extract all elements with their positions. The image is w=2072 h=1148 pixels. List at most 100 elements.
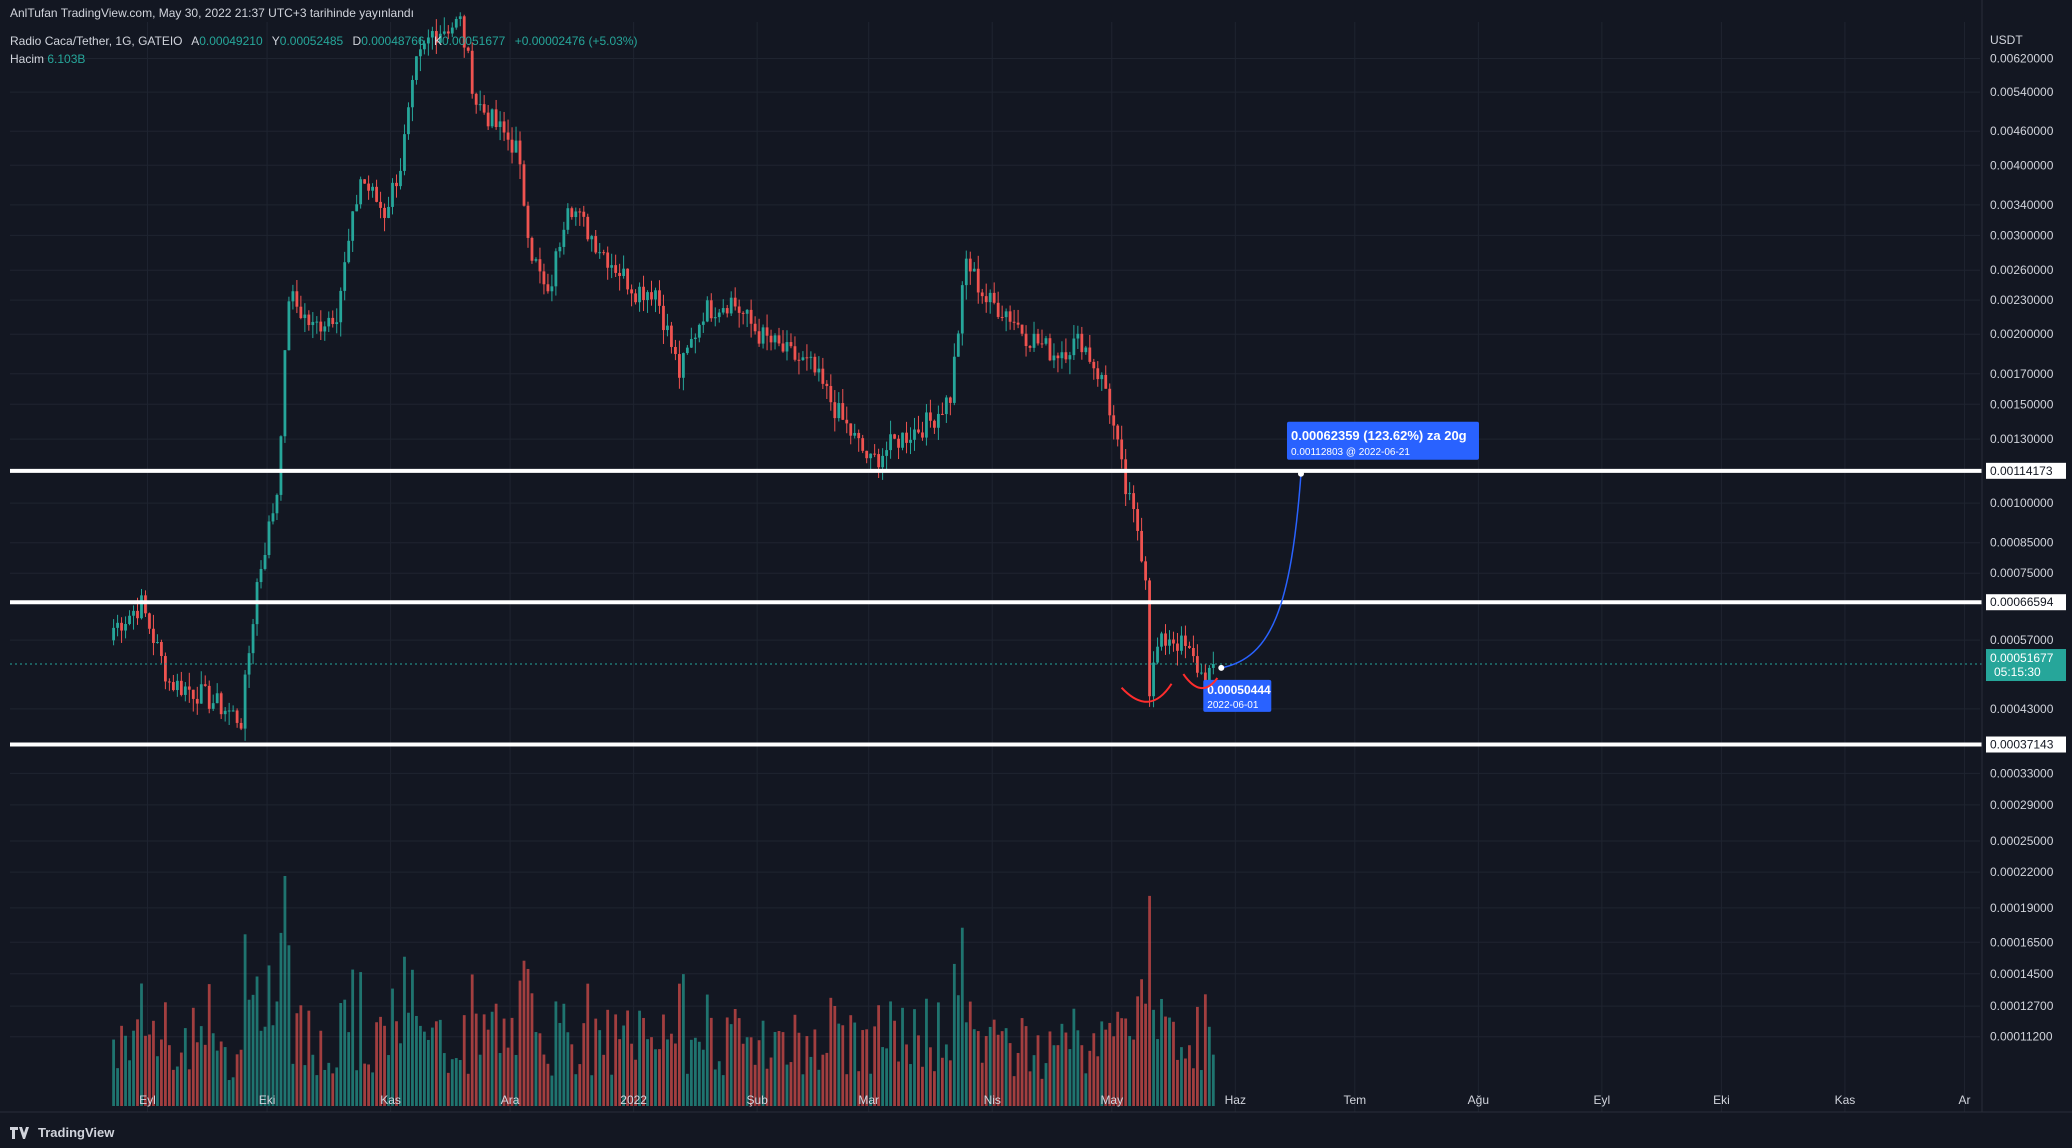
volume-bar: [761, 1020, 765, 1106]
volume-bar: [921, 1066, 924, 1106]
x-tick-label: Eki: [1713, 1093, 1730, 1107]
volume-bar: [701, 1049, 705, 1106]
volume-bar: [331, 1073, 335, 1106]
volume-bar: [956, 995, 960, 1106]
level-price-label: 0.00114173: [1990, 464, 2053, 478]
volume-label[interactable]: Hacim: [10, 52, 45, 66]
candle-body: [164, 656, 167, 682]
candle-body: [399, 170, 402, 187]
projection-curve[interactable]: [1221, 473, 1302, 669]
volume-bar: [195, 1042, 199, 1106]
volume-bar: [259, 1030, 263, 1106]
candle-body: [1044, 338, 1048, 344]
candle-body: [849, 423, 853, 436]
y-tick-label: 0.00230000: [1990, 293, 2054, 307]
volume-bar: [160, 1039, 163, 1106]
candle-body: [956, 333, 960, 357]
volume-bar: [893, 1020, 896, 1106]
candle-body: [363, 179, 367, 184]
volume-bar: [152, 1020, 155, 1106]
x-tick-label: Haz: [1225, 1093, 1246, 1107]
candle-body: [195, 698, 199, 704]
volume-bar: [164, 1002, 167, 1106]
candle-body: [144, 595, 147, 614]
candle-body: [219, 693, 223, 715]
candle-body: [905, 432, 908, 443]
volume-bar: [239, 1049, 243, 1106]
volume-bar: [243, 934, 247, 1106]
candle-body: [458, 16, 462, 19]
volume-bar: [554, 1001, 558, 1106]
projection-start-point[interactable]: [1218, 664, 1225, 671]
level-price-label: 0.00066594: [1990, 595, 2054, 609]
volume-bar: [769, 1057, 773, 1106]
volume-bar: [1132, 1039, 1136, 1106]
symbol-name[interactable]: Radio Caca/Tether, 1G, GATEIO: [10, 34, 183, 48]
volume-bar: [514, 1054, 518, 1106]
volume-bar: [251, 994, 255, 1106]
volume-bar: [371, 1072, 374, 1106]
volume-bar: [582, 1023, 586, 1106]
y-tick-label: 0.00057000: [1990, 633, 2054, 647]
candle-body: [419, 49, 422, 57]
candle-body: [937, 413, 940, 428]
projection-end-target: 0.00112803 @ 2022-06-21: [1291, 447, 1410, 458]
volume-bar: [610, 1074, 614, 1106]
volume-bar: [470, 974, 474, 1106]
candle-body: [972, 268, 976, 272]
double-bottom-arc-2[interactable]: [1182, 673, 1219, 690]
volume-bar: [223, 1047, 227, 1106]
y-tick-label: 0.00022000: [1990, 865, 2054, 879]
candle-body: [1164, 633, 1167, 646]
tradingview-logo[interactable]: TradingView: [10, 1125, 114, 1140]
volume-bar: [187, 1069, 191, 1106]
volume-bar: [574, 1074, 578, 1106]
candle-body: [422, 43, 426, 50]
tradingview-brand: TradingView: [38, 1125, 115, 1140]
candle-body: [323, 326, 327, 332]
candle-body: [618, 272, 622, 276]
volume-bar: [179, 1052, 183, 1106]
candle-body: [1016, 322, 1020, 325]
volume-bar: [458, 1060, 462, 1106]
volume-bar: [462, 1015, 466, 1106]
candle-body: [650, 292, 653, 300]
candle-body: [1180, 635, 1183, 651]
horizontal-levels[interactable]: 0.00114173 0.00066594 0.00037143: [10, 462, 2066, 753]
volume-bar: [1000, 1031, 1004, 1106]
double-bottom-arc-1[interactable]: [1120, 683, 1173, 703]
candle-body: [865, 450, 869, 459]
candle-body: [407, 107, 410, 135]
candle-body: [391, 182, 394, 207]
candle-body: [295, 291, 299, 307]
x-tick-label: Ara: [501, 1093, 520, 1107]
volume-bar: [1020, 1018, 1024, 1106]
candle-body: [227, 710, 231, 712]
volume-bar: [741, 1043, 745, 1106]
candle-body: [542, 271, 546, 285]
volume-bar: [642, 1017, 645, 1106]
candle-body: [590, 236, 594, 240]
volume-bar: [227, 1080, 231, 1106]
volume-bar: [120, 1025, 123, 1106]
volume-bar: [283, 876, 287, 1106]
candle-body: [383, 207, 386, 218]
projection-end-point[interactable]: [1297, 470, 1304, 477]
volume-bar: [825, 1052, 829, 1106]
candle-body: [897, 438, 900, 448]
volume-bar: [207, 984, 211, 1106]
volume-bar: [219, 1041, 223, 1106]
candle-body: [1120, 439, 1124, 460]
candle-body: [662, 305, 665, 331]
volume-bar: [841, 1025, 845, 1106]
candle-body: [279, 436, 283, 495]
volume-bar: [379, 1016, 382, 1106]
volume-bar: [705, 994, 709, 1106]
y-tick-label: 0.00016500: [1990, 935, 2054, 949]
candle-body: [893, 434, 896, 439]
candle-body: [745, 309, 749, 314]
candle-body: [697, 324, 701, 338]
candle-body: [311, 321, 315, 326]
